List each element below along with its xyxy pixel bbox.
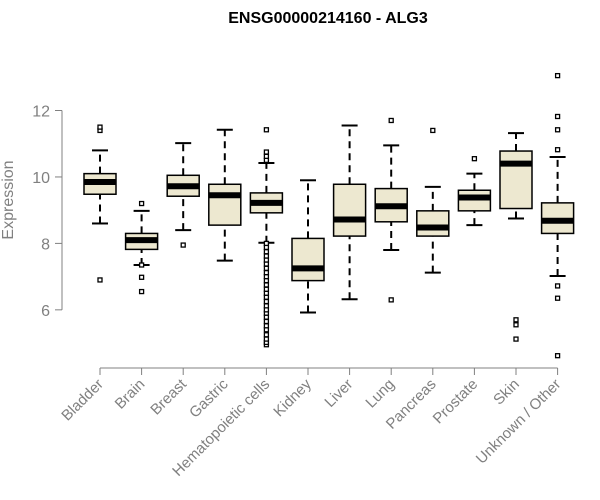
box-body	[208, 183, 242, 226]
y-tick-label: 8	[41, 236, 50, 253]
outlier-point	[263, 298, 270, 305]
outlier-point	[263, 303, 270, 309]
x-tick-label: Breast	[147, 375, 190, 418]
x-tick-label: Bladder	[58, 376, 107, 425]
box-skin	[499, 132, 533, 342]
x-tick-label: Skin	[490, 376, 523, 409]
box-pancreas	[416, 127, 450, 274]
chart-title: ENSG00000214160 - ALG3	[228, 10, 428, 27]
box-bladder	[83, 124, 117, 283]
x-tick-label: Kidney	[270, 375, 315, 420]
outlier-point	[554, 127, 561, 133]
y-tick-label: 12	[32, 104, 50, 121]
x-tick-label: Lung	[362, 376, 398, 412]
outlier-point	[263, 149, 270, 155]
outlier-point	[263, 127, 270, 133]
outlier-point	[471, 156, 478, 162]
box-lung	[374, 117, 408, 303]
y-axis-label: Expression	[0, 160, 17, 239]
box-gastric	[208, 128, 242, 262]
outlier-point	[554, 353, 561, 359]
box-brain	[124, 200, 159, 295]
x-tick-label: Liver	[321, 376, 356, 411]
y-axis: 6 8 10 12	[32, 104, 63, 320]
outlier-point	[263, 323, 270, 329]
outlier-point	[554, 147, 561, 153]
y-tick-label: 6	[41, 303, 50, 320]
box-body	[332, 183, 367, 237]
boxes-group	[83, 72, 575, 359]
outlier-point	[263, 336, 270, 342]
outlier-point	[263, 286, 270, 292]
box-body	[291, 237, 325, 282]
outlier-point	[388, 117, 394, 124]
outlier-point	[554, 113, 561, 120]
box-prostate	[457, 156, 492, 227]
y-tick-label: 10	[32, 170, 50, 187]
outlier-point	[388, 297, 394, 303]
outlier-point	[263, 265, 270, 271]
outlier-point	[263, 240, 270, 247]
box-body	[416, 210, 450, 237]
outlier-point	[180, 242, 186, 248]
outlier-point	[263, 332, 270, 338]
outlier-point	[138, 274, 145, 280]
outlier-point	[263, 249, 270, 255]
outlier-point	[138, 200, 145, 207]
outlier-point	[513, 317, 519, 323]
outlier-point	[138, 262, 145, 268]
outlier-point	[513, 322, 519, 328]
box-breast	[166, 142, 200, 248]
outlier-point	[138, 288, 145, 295]
outlier-point	[554, 295, 561, 301]
x-tick-label: Prostate	[430, 376, 482, 428]
outlier-point	[430, 127, 436, 134]
outlier-point	[263, 253, 270, 259]
box-unknown-other	[540, 72, 575, 359]
outlier-point	[263, 282, 270, 288]
outlier-point	[513, 336, 519, 342]
box-body	[499, 150, 533, 210]
box-hematopoietic-cells	[249, 127, 284, 348]
outlier-point	[97, 277, 103, 283]
outlier-point	[263, 269, 270, 276]
outlier-point	[554, 283, 561, 289]
outlier-point	[554, 72, 561, 79]
outlier-point	[97, 124, 103, 130]
x-tick-label: Brain	[112, 376, 149, 413]
outlier-point	[263, 153, 270, 160]
box-liver	[332, 124, 367, 301]
box-kidney	[291, 179, 325, 314]
outlier-point	[263, 318, 270, 325]
